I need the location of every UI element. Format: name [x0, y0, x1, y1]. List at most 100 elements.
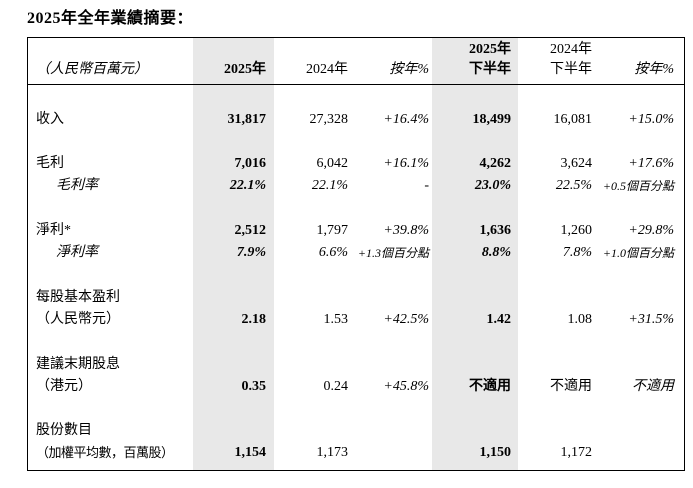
table-cell-col5: 1.08 [518, 268, 596, 335]
table-cell-col1: 2,512 7.9% [193, 200, 274, 268]
cell-text: 3,624 [560, 156, 593, 171]
table-cell-col2: 6,042 22.1% [274, 143, 353, 200]
cell-text: +31.5% [628, 312, 674, 327]
cell-text: 0.24 [323, 379, 349, 394]
table-cell-col1: 31,817 [193, 85, 274, 143]
cell-text: 2,512 [234, 223, 267, 238]
cell-text: 2.18 [241, 312, 267, 327]
table-cell-col0: 收入 [28, 85, 193, 143]
cell-text: 建議末期股息 [36, 357, 120, 372]
header-cell-col4: 2025年下半年 [432, 38, 518, 84]
table-cell-col3: +39.8% +1.3個百分點 [353, 200, 432, 268]
cell-text: 1.42 [486, 312, 512, 327]
table-cell-col1: 1,154 [193, 405, 274, 470]
page-title: 2025年全年業績摘要： [27, 10, 194, 27]
cell-text: 22.5% [555, 178, 592, 193]
table-cell-col4: 4,262 23.0% [432, 143, 518, 200]
table-cell-col1: 7,016 22.1% [193, 143, 274, 200]
cell-text: +42.5% [383, 312, 429, 327]
table-cell-col0: 每股基本盈利 （人民幣元） [28, 268, 193, 335]
cell-text: 1,173 [316, 445, 349, 460]
table-row: 建議末期股息 （港元） 0.35 0.24 +45.8% 不適用 不適用 不適用 [28, 335, 684, 405]
cell-text: +1.3個百分點 [357, 246, 429, 260]
cell-text: 每股基本盈利 [36, 290, 120, 305]
cell-text: +15.0% [628, 112, 674, 127]
cell-text: +17.6% [628, 156, 674, 171]
cell-text: 16,081 [553, 112, 593, 127]
header-label: 2025年 [224, 62, 266, 77]
table-cell-col6: +15.0% [596, 85, 684, 143]
table-cell-col1: 0.35 [193, 335, 274, 405]
cell-text: 6.6% [318, 245, 348, 260]
cell-text: 1,150 [479, 445, 512, 460]
table-cell-col6: +17.6% +0.5個百分點 [596, 143, 684, 200]
table-cell-col6 [596, 405, 684, 470]
cell-text: 收入 [36, 112, 64, 127]
cell-text: 1,797 [316, 223, 349, 238]
table-row: 股份數目 （加權平均數，百萬股） 1,154 1,173 1,150 1,172 [28, 405, 684, 470]
header-label: 2024年 [306, 62, 348, 77]
header-cell-col3: 按年% [353, 38, 432, 84]
cell-text: 淨利* [36, 223, 71, 238]
header-label: （人民幣百萬元） [36, 62, 148, 77]
table-cell-col0: 毛利 毛利率 [28, 143, 193, 200]
table-cell-col5: 3,624 22.5% [518, 143, 596, 200]
header-cell-col5: 2024年下半年 [518, 38, 596, 84]
cell-text: 7.8% [562, 245, 592, 260]
header-label: 2024年 [550, 42, 592, 57]
cell-text: 1,172 [560, 445, 593, 460]
cell-text: 7,016 [234, 156, 267, 171]
table-cell-col2: 1,173 [274, 405, 353, 470]
table-cell-col6: 不適用 [596, 335, 684, 405]
cell-text: 1,260 [560, 223, 593, 238]
table-cell-col5: 1,172 [518, 405, 596, 470]
header-label: 下半年 [550, 62, 592, 77]
table-cell-col2: 1.53 [274, 268, 353, 335]
cell-text: 4,262 [479, 156, 512, 171]
header-label: 2025年 [469, 42, 511, 57]
table-row: 每股基本盈利 （人民幣元） 2.18 1.53 +42.5% 1.42 1.08 +31.5% [28, 268, 684, 335]
cell-text: +16.1% [383, 156, 429, 171]
header-cell-col1: 2025年 [193, 38, 274, 84]
table-cell-col1: 2.18 [193, 268, 274, 335]
table-cell-col3: +45.8% [353, 335, 432, 405]
table-cell-col4: 18,499 [432, 85, 518, 143]
header-label: 下半年 [469, 62, 511, 77]
table-row: 淨利* 淨利率 2,512 7.9% 1,797 6.6% +39.8% +1.3個百分點 1,… [28, 200, 684, 268]
cell-text: - [424, 178, 429, 193]
cell-text: （加權平均數，百萬股） [36, 445, 174, 460]
cell-text: 不適用 [550, 379, 592, 394]
cell-text: 31,817 [227, 112, 267, 127]
cell-text: 0.35 [241, 379, 267, 394]
table-cell-col4: 1,636 8.8% [432, 200, 518, 268]
cell-text: 1,154 [234, 445, 267, 460]
table-row: 收入 31,817 27,328 +16.4% 18,499 16,081 +15.0% [28, 85, 684, 143]
cell-text: 淨利率 [56, 245, 98, 260]
table-cell-col3 [353, 405, 432, 470]
cell-text: （人民幣元） [36, 312, 120, 327]
cell-text: +29.8% [628, 223, 674, 238]
header-cell-col0: （人民幣百萬元） [28, 38, 193, 84]
table-cell-col5: 1,260 7.8% [518, 200, 596, 268]
cell-text: 8.8% [481, 245, 511, 260]
table-cell-col6: +29.8% +1.0個百分點 [596, 200, 684, 268]
table-row: 毛利 毛利率 7,016 22.1% 6,042 22.1% +16.1% - 4,262 23.… [28, 143, 684, 200]
table-cell-col5: 不適用 [518, 335, 596, 405]
cell-text: 22.1% [311, 178, 348, 193]
table-cell-col6: +31.5% [596, 268, 684, 335]
cell-text: 22.1% [229, 178, 266, 193]
table-cell-col3: +42.5% [353, 268, 432, 335]
cell-text: 1.53 [323, 312, 349, 327]
table-cell-col0: 股份數目 （加權平均數，百萬股） [28, 405, 193, 470]
results-summary-table: （人民幣百萬元） 2025年 2024年 按年% 2025年 下半年 2024年 下半年 按年%… [27, 37, 685, 471]
cell-text: +39.8% [383, 223, 429, 238]
cell-text: （港元） [36, 379, 92, 394]
cell-text: 7.9% [236, 245, 266, 260]
cell-text: 18,499 [472, 112, 512, 127]
cell-text: 不適用 [632, 379, 674, 394]
table-cell-col2: 0.24 [274, 335, 353, 405]
table-cell-col0: 淨利* 淨利率 [28, 200, 193, 268]
cell-text: 27,328 [309, 112, 349, 127]
table-cell-col0: 建議末期股息 （港元） [28, 335, 193, 405]
